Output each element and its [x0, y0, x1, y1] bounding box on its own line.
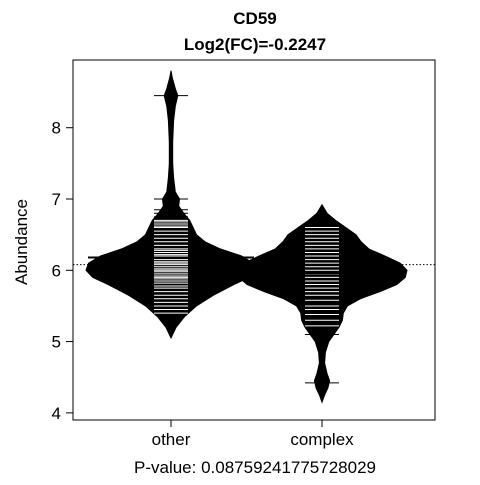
- x-tick-label-complex: complex: [290, 430, 354, 449]
- plot-area: other complex 4 5 6 7 8: [52, 59, 436, 449]
- bean-complex: [236, 203, 408, 404]
- y-tick-label-7: 7: [52, 190, 61, 209]
- y-tick-label-5: 5: [52, 333, 61, 352]
- p-value-label: P-value: 0.08759241775728029: [134, 458, 376, 477]
- chart-title: CD59: [233, 9, 276, 28]
- bean-other: [85, 70, 257, 340]
- x-tick-label-other: other: [152, 430, 191, 449]
- plot-frame: [72, 59, 436, 421]
- y-tick-label-4: 4: [52, 404, 61, 423]
- y-axis-label: Abundance: [12, 199, 31, 285]
- chart-subtitle: Log2(FC)=-0.2247: [184, 35, 326, 54]
- y-tick-label-8: 8: [52, 119, 61, 138]
- y-tick-label-6: 6: [52, 261, 61, 280]
